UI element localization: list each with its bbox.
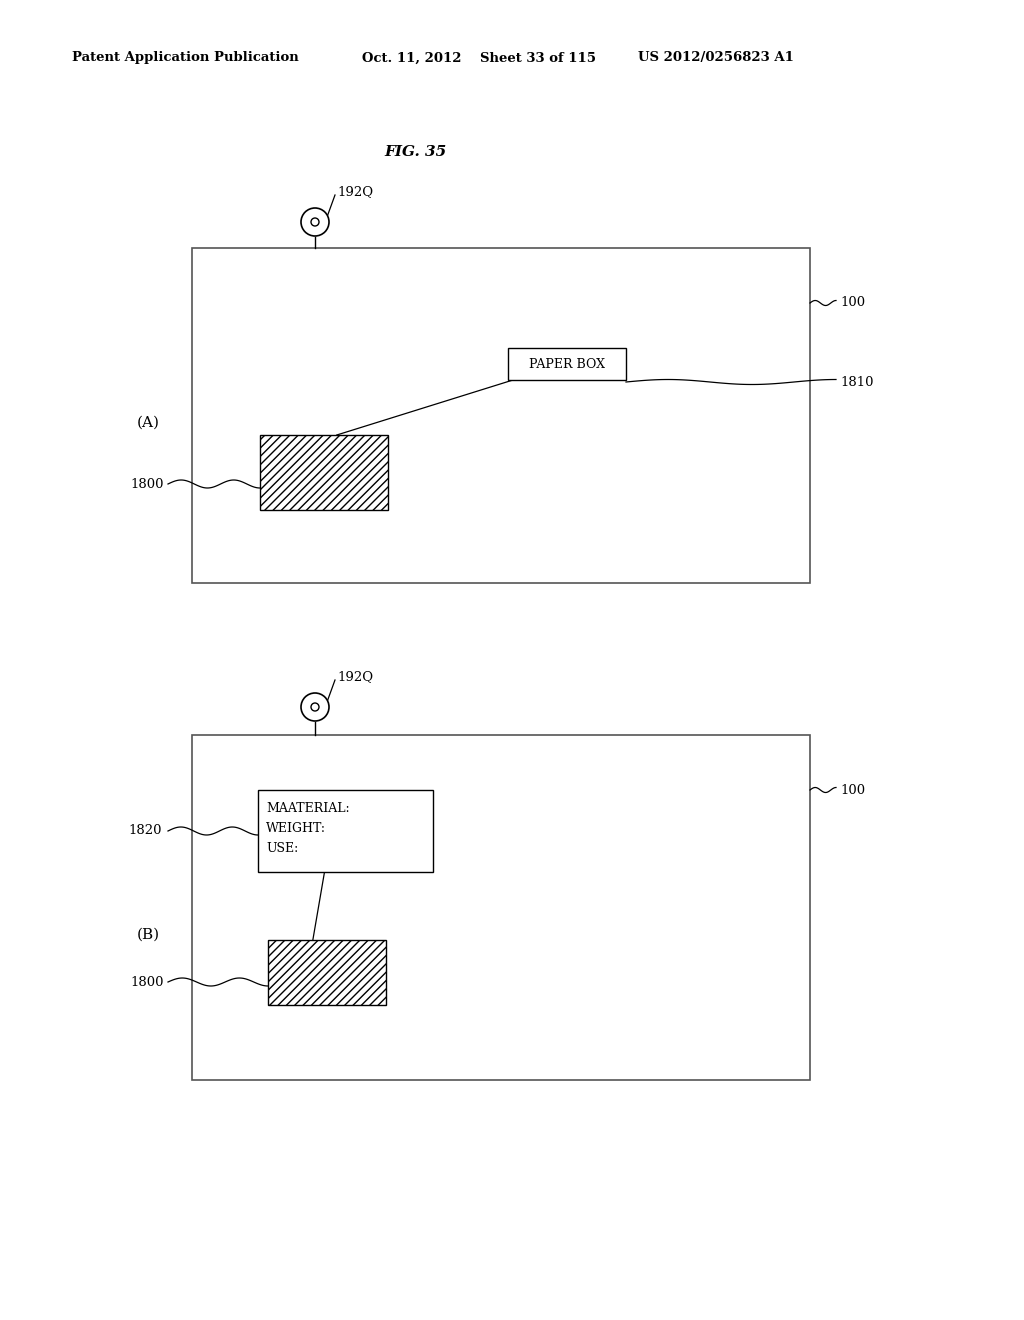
Bar [193,735,810,1080]
Bar [268,940,386,1005]
Text: PAPER BOX: PAPER BOX [529,358,605,371]
Circle shape [311,704,319,711]
Bar [193,248,810,583]
Bar [508,348,626,380]
Text: 1810: 1810 [840,375,873,388]
Text: 1800: 1800 [130,975,164,989]
Text: 100: 100 [840,784,865,796]
Bar [260,436,388,510]
Text: 100: 100 [840,297,865,309]
Text: (B): (B) [136,928,160,942]
Text: Sheet 33 of 115: Sheet 33 of 115 [480,51,596,65]
Bar [258,789,433,873]
Circle shape [311,218,319,226]
Circle shape [301,693,329,721]
Circle shape [301,209,329,236]
Text: (A): (A) [136,416,160,429]
Text: FIG. 35: FIG. 35 [384,145,446,158]
Text: MAATERIAL:
WEIGHT:
USE:: MAATERIAL: WEIGHT: USE: [266,803,349,855]
Text: 1820: 1820 [128,825,162,837]
Text: Patent Application Publication: Patent Application Publication [72,51,299,65]
Text: 192Q: 192Q [337,186,373,198]
Text: 192Q: 192Q [337,671,373,684]
Text: 1800: 1800 [130,478,164,491]
Text: Oct. 11, 2012: Oct. 11, 2012 [362,51,462,65]
Text: US 2012/0256823 A1: US 2012/0256823 A1 [638,51,794,65]
